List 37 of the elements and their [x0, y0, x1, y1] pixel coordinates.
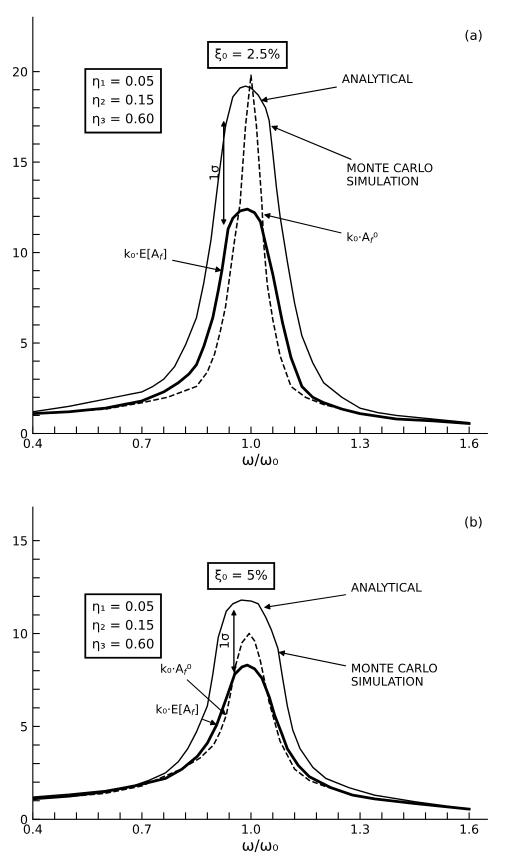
y-tick-label: 15: [13, 536, 27, 546]
annotation: 1σ: [209, 165, 219, 180]
x-tick-label: 1.3: [352, 438, 370, 448]
annotation: ANALYTICAL: [351, 582, 422, 592]
annotation: η₁ = 0.05 η₂ = 0.15 η₃ = 0.60: [93, 601, 154, 652]
y-tick-label: 5: [20, 722, 27, 732]
x-tick-label: 0.7: [132, 438, 151, 448]
annotation: k₀·E[A$_{f}$]: [124, 248, 166, 260]
x-tick-label: 1.0: [242, 824, 260, 834]
annotation: (b): [465, 516, 482, 528]
x-tick-label: 0.4: [24, 824, 42, 834]
annotation: ANALYTICAL: [342, 74, 413, 84]
x-tick-label: 0.4: [24, 438, 42, 448]
annotation: k₀·A$_{f}$⁰: [348, 232, 378, 244]
x-tick-label: 1.3: [352, 824, 370, 834]
x-tick-label: 0.7: [132, 824, 151, 834]
annotation: (a): [466, 30, 482, 42]
x-tick-label: 1.6: [460, 438, 478, 448]
y-tick-label: 5: [20, 338, 27, 348]
annotation: η₁ = 0.05 η₂ = 0.15 η₃ = 0.60: [93, 76, 154, 126]
x-tick-label: 1.0: [242, 438, 260, 448]
x-axis-title: ω/ω₀: [242, 454, 278, 466]
x-axis-title: ω/ω₀: [242, 840, 278, 852]
annotation: 1σ: [220, 633, 229, 648]
y-tick-label: 10: [13, 248, 28, 258]
annotation: k₀·E[A$_{f}$]: [156, 704, 198, 716]
y-tick-label: 0: [20, 428, 28, 438]
annotation: k₀·A$_{f}$⁰: [161, 664, 192, 675]
y-tick-label: 10: [13, 629, 28, 638]
y-tick-label: 20: [12, 67, 28, 77]
annotation: ξ₀ = 2.5%: [215, 48, 280, 62]
y-tick-label: 0: [20, 814, 28, 824]
x-tick-label: 1.6: [460, 824, 478, 834]
annotation: MONTE CARLO SIMULATION: [352, 664, 438, 686]
y-tick-label: 15: [13, 158, 27, 168]
annotation: ξ₀ = 5%: [215, 570, 267, 582]
annotation: MONTE CARLO SIMULATION: [347, 163, 432, 186]
